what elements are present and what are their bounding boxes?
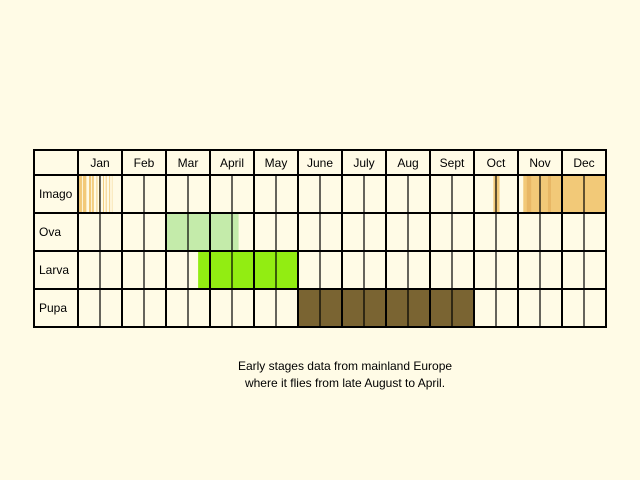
fill-imago-1 [82,175,87,213]
table-border [33,149,607,328]
stage-label-pupa: Pupa [39,301,67,315]
month-label-sept: Sept [440,156,465,170]
fill-imago-4 [96,175,98,213]
month-label-oct: Oct [487,156,506,170]
fill-imago-7 [105,175,107,213]
caption-line-2: where it flies from late August to April… [244,376,446,390]
fill-imago-2 [89,175,92,213]
fill-imago-0 [78,175,82,213]
accent-imago-1 [547,175,551,213]
stage-label-ova: Ova [39,225,61,239]
month-label-nov: Nov [529,156,550,170]
month-label-mar: Mar [178,156,199,170]
fill-larva-0 [198,251,298,289]
accent-imago-0 [526,175,532,213]
fill-imago-11 [523,175,606,213]
month-label-dec: Dec [573,156,594,170]
month-label-jan: Jan [90,156,109,170]
month-label-april: April [220,156,244,170]
month-label-july: July [353,156,374,170]
fill-imago-3 [92,175,94,213]
caption-line-1: Early stages data from mainland Europe [237,359,453,373]
fill-imago-8 [109,175,111,213]
fill-ova-0 [166,213,239,251]
month-label-feb: Feb [134,156,155,170]
month-label-may: May [265,156,288,170]
month-label-june: June [307,156,333,170]
stage-label-imago: Imago [39,187,73,201]
caption: Early stages data from mainland Europe w… [200,358,490,392]
stage-label-larva: Larva [39,263,69,277]
fill-imago-6 [103,175,104,213]
month-label-aug: Aug [397,156,418,170]
